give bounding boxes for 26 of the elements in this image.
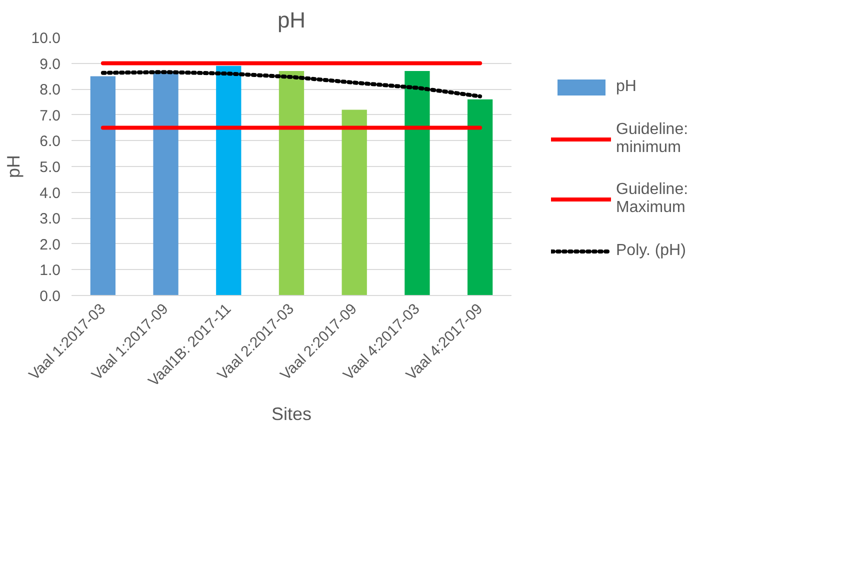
y-tick-label: 4.0 [40, 184, 61, 202]
bar [216, 66, 242, 296]
bar [278, 71, 304, 296]
y-tick-label: 0.0 [40, 288, 61, 305]
line-series [100, 70, 482, 98]
legend-label: pH [616, 78, 636, 96]
bar [342, 110, 367, 296]
y-axis-title: pH [3, 154, 24, 178]
y-tick-label: 8.0 [40, 82, 61, 99]
bar [404, 71, 430, 296]
chart-title: pH [277, 8, 306, 32]
y-tick-label: 5.0 [40, 159, 61, 176]
x-axis-title: Sites [271, 404, 312, 424]
legend-label: Guideline: minimum [616, 121, 688, 157]
legend-label: Guideline: Maximum [616, 181, 688, 217]
y-tick-label: 7.0 [40, 107, 61, 124]
y-tick-label: 2.0 [40, 236, 61, 254]
bar [468, 99, 493, 296]
y-tick-label: 10.0 [31, 30, 61, 47]
y-tick-label: 6.0 [40, 133, 61, 150]
y-tick-label: 3.0 [40, 210, 61, 228]
legend-label: Poly. (pH) [616, 242, 686, 260]
bar [153, 71, 178, 296]
y-tick-label: 1.0 [40, 262, 61, 280]
y-tick-label: 9.0 [40, 56, 61, 73]
bar [90, 76, 116, 296]
